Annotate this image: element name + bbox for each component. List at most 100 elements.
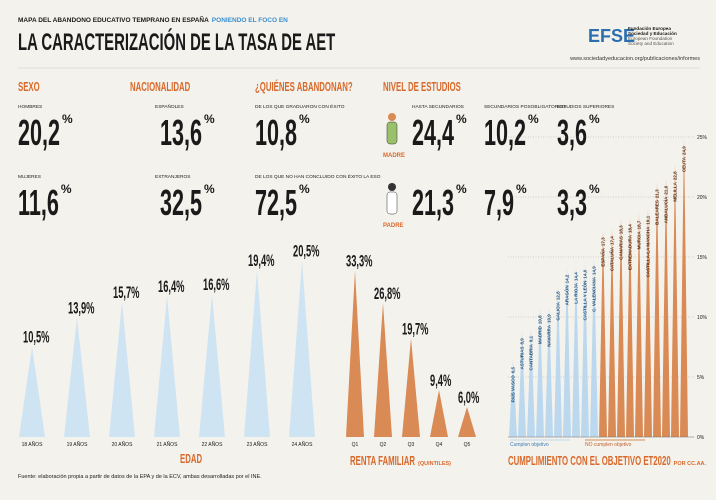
- bar-label: CATALUÑA17,4: [609, 236, 615, 272]
- stat-label: HOMBRES: [18, 104, 42, 110]
- stat-unit: %: [61, 182, 72, 196]
- column-label: HASTA SECUNDARIOS: [412, 104, 464, 110]
- column-label: ESTUDIOS SUPERIORES: [557, 104, 614, 110]
- x-tick-label: Q4: [436, 442, 443, 448]
- spike-bar: [644, 207, 652, 437]
- spike-bar: [509, 359, 517, 437]
- header-highlight: PONIENDO EL FOCO EN: [212, 17, 288, 24]
- bar-category: CANARIAS: [619, 236, 624, 260]
- value-label: 15,7%: [113, 283, 139, 302]
- spike-bar: [518, 330, 526, 437]
- bar-category: LA RIOJA: [574, 282, 579, 304]
- y-tick-label: 25%: [697, 135, 708, 141]
- figure-body: [386, 191, 398, 215]
- bar-value: 14,2: [565, 274, 570, 283]
- header-kicker: MAPA DEL ABANDONO EDUCATIVO TEMPRANO EN …: [18, 15, 209, 24]
- x-tick-label: 18 AÑOS: [22, 441, 44, 448]
- triangle-bar: [402, 338, 420, 437]
- triangle-bar: [430, 390, 448, 437]
- bar-label: ANDALUCÍA 21,6: [662, 185, 669, 223]
- url: www.sociedadyeducacion.org/publicaciones…: [569, 56, 700, 62]
- row-label: MADRE: [383, 153, 405, 159]
- org-name: Society and Education: [628, 41, 674, 46]
- bar-category: ASTURIAS: [520, 346, 525, 369]
- stat-unit: %: [528, 112, 539, 126]
- stat-unit: %: [456, 182, 467, 196]
- x-tick-label: 22 AÑOS: [202, 441, 224, 448]
- bar-value: 12,8: [556, 291, 561, 300]
- bar-category: ESPAÑA: [600, 247, 606, 266]
- x-tick-label: Q5: [464, 442, 471, 448]
- stat-label: DE LOS QUE GRADUARON CON ÉXITO: [255, 103, 345, 110]
- triangle-bar: [64, 317, 90, 437]
- bar-category: EXTREMADURA: [628, 234, 633, 270]
- bar-category: CANTABRIA: [529, 343, 534, 370]
- stat-value: 10,2: [484, 113, 526, 153]
- row-label: PADRE: [383, 223, 404, 229]
- spike-bar: [572, 264, 580, 437]
- bar-category: C. VALENCIANA: [592, 276, 597, 312]
- x-tick-label: 23 AÑOS: [247, 441, 269, 448]
- chart-subtitle: (QUINTILES): [418, 461, 451, 467]
- x-tick-label: Q3: [408, 442, 415, 448]
- spike-bar: [662, 177, 670, 438]
- value-label: 13,9%: [68, 299, 94, 318]
- stat-value: 13,6: [160, 113, 202, 153]
- bar-label: CASTILLA Y LEÓN 14,6: [581, 269, 588, 320]
- stat-unit: %: [589, 112, 600, 126]
- figure-head: [388, 113, 396, 121]
- triangle-bar: [199, 294, 225, 437]
- bar-value: 18,4: [628, 224, 633, 233]
- stat-value: 20,2: [18, 113, 60, 153]
- stat-value: 7,9: [484, 183, 514, 223]
- spike-bar: [626, 216, 634, 437]
- stat-unit: %: [299, 182, 310, 196]
- spike-bar: [536, 307, 544, 437]
- x-tick-label: 21 AÑOS: [157, 441, 179, 448]
- stat-value: 72,5: [255, 183, 297, 223]
- bar-label: CASTILLA-LA MANCHA 19,1: [646, 215, 651, 277]
- bar-category: MELILLA: [673, 181, 678, 201]
- value-label: 26,8%: [374, 284, 400, 303]
- bar-category: CASTILLA Y LEÓN: [581, 281, 588, 321]
- bar-category: GALICIA: [556, 301, 561, 320]
- stat-label: DE LOS QUE NO HAN CONCLUIDO CON ÉXITO LA…: [255, 173, 381, 180]
- bar-value: 18,7: [637, 220, 642, 229]
- spike-bar: [608, 228, 616, 437]
- stat-label: MUJERES: [18, 174, 41, 180]
- bar-label: LA RIOJA14,4: [574, 272, 579, 304]
- bar-label: ARAGÓN 14,2: [563, 274, 570, 305]
- section-title: SEXO: [18, 80, 40, 95]
- bar-value: 14,9: [592, 266, 597, 275]
- triangle-bar: [109, 301, 135, 437]
- bar-category: PAÍS VASCO: [509, 375, 516, 403]
- stat-unit: %: [589, 182, 600, 196]
- value-label: 19,7%: [402, 320, 428, 339]
- org-name: Fundación Europea: [628, 26, 671, 31]
- value-label: 33,3%: [346, 252, 372, 271]
- section-title: ¿QUIÉNES ABANDONAN?: [255, 79, 353, 95]
- stat-unit: %: [299, 112, 310, 126]
- spike-bar: [599, 229, 607, 437]
- bar-value: 14,6: [583, 269, 588, 278]
- logo-box: [580, 26, 624, 48]
- spike-bar: [563, 266, 571, 437]
- stat-unit: %: [204, 112, 215, 126]
- y-tick-label: 15%: [697, 255, 708, 261]
- stat-value: 24,4: [412, 113, 454, 153]
- bar-label: MADRID10,8: [538, 315, 543, 344]
- chart-title: CUMPLIMIENTO CON EL OBJETIVO ET2020: [508, 454, 671, 469]
- spike-bar: [554, 283, 562, 437]
- spike-bar: [617, 217, 625, 437]
- stat-label: ESPAÑOLES: [155, 103, 184, 110]
- org-name: Sociedad y Educación: [628, 31, 677, 36]
- value-label: 16,6%: [203, 275, 229, 294]
- stat-value: 11,6: [18, 183, 59, 223]
- bar-label: CANTABRIA9,1: [529, 335, 534, 370]
- stat-value: 10,8: [255, 113, 297, 153]
- bar-value: 8,9: [520, 338, 525, 345]
- stat-value: 3,6: [557, 113, 587, 153]
- bar-label: EXTREMADURA18,4: [628, 224, 633, 270]
- section-title: NACIONALIDAD: [130, 80, 190, 95]
